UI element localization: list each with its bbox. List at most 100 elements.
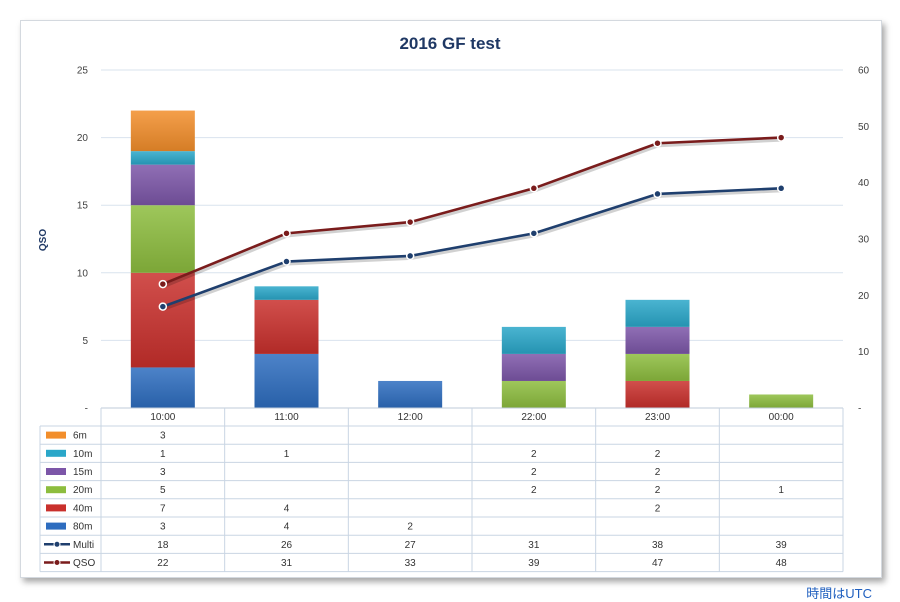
table-cell-10m-22:00: 2	[531, 449, 537, 460]
table-cell-20m-10:00: 5	[160, 485, 166, 496]
bar-10m-11:00	[254, 286, 319, 300]
legend-swatch-15m	[46, 468, 66, 475]
legend-label-10m: 10m	[73, 449, 92, 460]
x-tick-label: 11:00	[274, 412, 299, 423]
y-tick-label: 15	[77, 201, 89, 212]
bar-10m-23:00	[625, 299, 690, 327]
point-QSO-12:00	[405, 217, 415, 227]
legend-swatch-10m	[46, 449, 66, 457]
legend-swatch-40m	[46, 504, 66, 512]
table-cell-QSO-22:00: 39	[528, 558, 540, 569]
point-QSO-00:00	[776, 133, 786, 142]
x-tick-label: 22:00	[521, 412, 546, 423]
bar-20m-10:00	[130, 205, 195, 273]
legend-swatch-20m	[46, 486, 66, 494]
y2-tick-label: 30	[858, 235, 870, 246]
table-cell-6m-10:00: 3	[160, 431, 166, 442]
x-tick-label: 00:00	[769, 412, 794, 423]
chart-title: 2016 GF test	[399, 34, 500, 53]
table-cell-20m-00:00: 1	[778, 485, 784, 496]
point-QSO-23:00	[653, 138, 662, 148]
table-cell-40m-10:00: 7	[160, 503, 166, 514]
legend-label-20m: 20m	[73, 485, 92, 496]
table-cell-Multi-10:00: 18	[157, 540, 169, 551]
bar-40m-23:00	[625, 380, 690, 408]
x-tick-label: 10:00	[150, 412, 175, 423]
bar-80m-10:00	[130, 367, 195, 408]
legend-label-40m: 40m	[73, 503, 92, 514]
table-cell-80m-10:00: 3	[160, 522, 166, 533]
table-cell-Multi-00:00: 39	[776, 540, 788, 551]
y2-tick-label: 50	[858, 122, 870, 133]
bar-10m-10:00	[130, 151, 195, 165]
table-cell-Multi-11:00: 26	[281, 540, 293, 551]
legend-marker-QSO	[53, 559, 61, 566]
table-cell-QSO-11:00: 31	[281, 558, 293, 569]
bar-20m-22:00	[501, 380, 566, 408]
y-axis-label: QSO	[38, 229, 49, 251]
legend-label-80m: 80m	[73, 522, 92, 533]
table-cell-15m-22:00: 2	[531, 467, 537, 478]
bar-80m-12:00	[378, 380, 443, 408]
legend-label-15m: 15m	[73, 467, 92, 478]
table-cell-QSO-23:00: 47	[652, 558, 664, 569]
point-Multi-10:00	[158, 302, 168, 311]
point-Multi-22:00	[529, 229, 539, 238]
bar-6m-10:00	[130, 110, 195, 152]
table-cell-15m-23:00: 2	[655, 467, 661, 478]
bar-series	[130, 110, 814, 408]
point-QSO-11:00	[282, 229, 291, 238]
table-cell-80m-11:00: 4	[284, 522, 290, 533]
line-shadow-QSO	[163, 137, 783, 288]
y2-tick-label: 20	[858, 291, 870, 302]
bar-15m-10:00	[130, 164, 195, 206]
table-cell-Multi-12:00: 27	[405, 540, 417, 551]
table-cell-10m-23:00: 2	[655, 449, 661, 460]
table-cell-QSO-00:00: 48	[776, 558, 788, 569]
legend-marker-Multi	[53, 540, 61, 548]
bar-40m-11:00	[254, 299, 319, 354]
table-cell-Multi-22:00: 31	[528, 540, 540, 551]
table-cell-QSO-12:00: 33	[405, 558, 417, 569]
table-cell-QSO-10:00: 22	[157, 558, 169, 569]
legend-label-Multi: Multi	[73, 540, 94, 551]
table-cell-20m-22:00: 2	[531, 485, 537, 496]
point-Multi-11:00	[282, 257, 291, 266]
axes: - 5 10 15 20 25 - 10 20 30 40 50 60	[77, 66, 870, 415]
bar-20m-23:00	[625, 353, 690, 381]
bar-15m-22:00	[501, 353, 566, 381]
y2-tick-label: 10	[858, 347, 870, 358]
y2-tick-label: 60	[858, 66, 870, 77]
line-series	[158, 133, 786, 311]
y-tick-label: -	[85, 404, 88, 415]
line-Multi	[162, 187, 782, 308]
y2-tick-label: -	[858, 404, 861, 415]
bar-10m-22:00	[501, 326, 566, 354]
y2-tick-label: 40	[858, 178, 870, 189]
point-QSO-22:00	[529, 184, 539, 193]
legend-swatch-6m	[46, 431, 66, 439]
point-QSO-10:00	[158, 279, 168, 289]
x-tick-label: 12:00	[398, 412, 423, 423]
table-cell-80m-12:00: 2	[407, 522, 413, 533]
timezone-note: 時間はUTC	[806, 586, 872, 601]
y-tick-label: 5	[82, 336, 88, 347]
bar-40m-10:00	[130, 272, 195, 368]
table-cell-20m-23:00: 2	[655, 485, 661, 496]
point-Multi-12:00	[405, 251, 415, 261]
y-tick-label: 20	[77, 133, 89, 144]
bar-80m-11:00	[254, 353, 319, 408]
table-cell-10m-10:00: 1	[160, 449, 166, 460]
table-cell-Multi-23:00: 38	[652, 540, 664, 551]
table-cell-15m-10:00: 3	[160, 467, 166, 478]
table-cell-10m-11:00: 1	[284, 449, 290, 460]
point-Multi-00:00	[776, 184, 786, 193]
legend-label-6m: 6m	[73, 431, 87, 442]
legend-label-QSO: QSO	[73, 558, 95, 569]
bar-20m-00:00	[749, 394, 814, 408]
y-tick-label: 25	[77, 66, 89, 77]
bar-15m-23:00	[625, 326, 690, 354]
table-cell-40m-11:00: 4	[284, 503, 290, 514]
